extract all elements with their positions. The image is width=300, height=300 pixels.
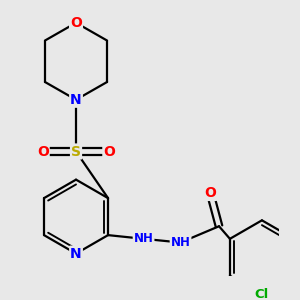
Text: NH: NH (171, 236, 190, 249)
Text: N: N (70, 247, 82, 261)
Text: NH: NH (134, 232, 154, 245)
Text: O: O (70, 16, 82, 30)
Text: O: O (37, 145, 49, 158)
Text: Cl: Cl (255, 288, 269, 300)
Text: S: S (71, 145, 81, 158)
Text: O: O (103, 145, 115, 158)
Text: N: N (70, 93, 82, 107)
Text: O: O (204, 186, 216, 200)
